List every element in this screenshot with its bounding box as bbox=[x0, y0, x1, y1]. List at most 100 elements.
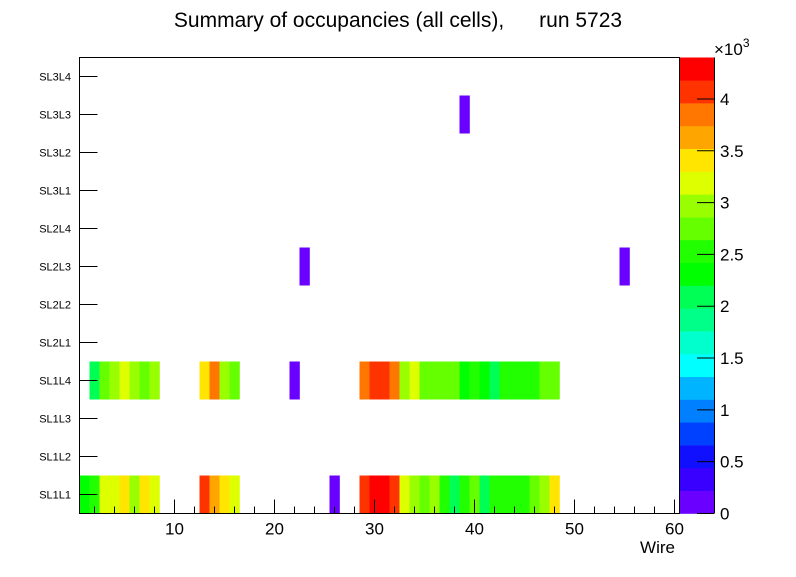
heatmap-cell bbox=[499, 361, 510, 400]
palette-band bbox=[680, 171, 714, 195]
x-tick-label: 40 bbox=[465, 520, 484, 539]
y-axis: SL1L1 SL1L2 SL1L3 SL1L4 SL2L1 SL2L2 SL2L3 SL2L4… bbox=[39, 72, 98, 502]
color-palette: 0 0.5 1 1.5 2 2.5 3 3.5 4 bbox=[680, 57, 744, 524]
heatmap-cell bbox=[519, 361, 530, 400]
heatmap-cell bbox=[409, 361, 420, 400]
x-axis: 10 20 30 40 50 60 bbox=[94, 499, 684, 539]
heatmap-cell bbox=[459, 95, 470, 134]
palette-band bbox=[680, 148, 714, 172]
heatmap-cell bbox=[109, 361, 120, 400]
palette-band bbox=[680, 308, 714, 332]
heatmap-cell bbox=[489, 475, 500, 514]
heatmap-cell bbox=[379, 361, 390, 400]
heatmap-cell bbox=[129, 475, 140, 514]
heatmap-cell bbox=[399, 361, 410, 400]
x-tick-label: 60 bbox=[665, 520, 684, 539]
heatmap-cell bbox=[459, 361, 470, 400]
y-tick-label: SL3L4 bbox=[39, 72, 71, 84]
palette-band bbox=[680, 217, 714, 241]
y-tick-label: SL1L4 bbox=[39, 376, 71, 388]
heatmap-cell bbox=[99, 475, 110, 514]
palette-band bbox=[680, 399, 714, 423]
palette-tick-label: 3 bbox=[720, 194, 729, 213]
palette-tick-label: 2.5 bbox=[720, 245, 744, 264]
palette-band bbox=[680, 467, 714, 491]
x-tick-label: 10 bbox=[165, 520, 184, 539]
heatmap-cell bbox=[389, 475, 400, 514]
palette-tick-label: 0 bbox=[720, 505, 729, 524]
palette-band bbox=[680, 262, 714, 286]
palette-band bbox=[680, 422, 714, 446]
heatmap-cell bbox=[509, 361, 520, 400]
heatmap-cell bbox=[549, 361, 560, 400]
heatmap-cell bbox=[219, 361, 230, 400]
plot-frame bbox=[79, 57, 680, 514]
y-tick-label: SL3L1 bbox=[39, 186, 71, 198]
heatmap-cell bbox=[379, 475, 390, 514]
heatmap-cell bbox=[469, 475, 480, 514]
palette-band bbox=[680, 353, 714, 377]
y-tick-label: SL1L2 bbox=[39, 452, 71, 464]
heatmap-cell bbox=[359, 361, 370, 400]
y-tick-label: SL2L1 bbox=[39, 338, 71, 350]
chart-title: Summary of occupancies (all cells), run … bbox=[174, 9, 622, 32]
heatmap-cell bbox=[409, 475, 420, 514]
y-tick-label: SL1L3 bbox=[39, 414, 71, 426]
heatmap-cell bbox=[359, 475, 370, 514]
heatmap-cell bbox=[539, 361, 550, 400]
heatmap-cell bbox=[99, 361, 110, 400]
heatmap-cell bbox=[209, 361, 220, 400]
palette-tick-label: 0.5 bbox=[720, 453, 744, 472]
heatmap-cell bbox=[419, 475, 430, 514]
heatmap-cell bbox=[229, 361, 240, 400]
heatmap-cell bbox=[459, 475, 470, 514]
palette-tick-label: 4 bbox=[720, 90, 729, 109]
z-multiplier: ×103 bbox=[714, 36, 750, 59]
heatmap-cell bbox=[209, 475, 220, 514]
heatmap-cell bbox=[289, 361, 300, 400]
heatmap-cell bbox=[369, 475, 380, 514]
heatmap-cell bbox=[479, 475, 490, 514]
heatmap-cell bbox=[439, 361, 450, 400]
palette-tick-label: 1 bbox=[720, 401, 729, 420]
heatmap-cell bbox=[449, 475, 460, 514]
x-tick-label: 50 bbox=[565, 520, 584, 539]
heatmap-cell bbox=[619, 247, 630, 286]
heatmap-cell bbox=[329, 475, 340, 514]
y-tick-label: SL1L1 bbox=[39, 490, 71, 502]
heatmap-cell bbox=[149, 475, 160, 514]
heatmap-cell bbox=[549, 475, 560, 514]
palette-band bbox=[680, 80, 714, 104]
heatmap-cell bbox=[469, 361, 480, 400]
heatmap-cell bbox=[369, 361, 380, 400]
heatmap-cell bbox=[389, 361, 400, 400]
palette-tick-label: 1.5 bbox=[720, 349, 744, 368]
heatmap-cell bbox=[109, 475, 120, 514]
heatmap-cell bbox=[499, 475, 510, 514]
x-tick-label: 20 bbox=[265, 520, 284, 539]
palette-tick-label: 3.5 bbox=[720, 142, 744, 161]
heatmap-cell bbox=[119, 475, 130, 514]
heatmap-cell bbox=[489, 361, 500, 400]
heatmap-cell bbox=[529, 475, 540, 514]
heatmap-cell bbox=[399, 475, 410, 514]
palette-band bbox=[680, 103, 714, 127]
heatmap-cell bbox=[429, 475, 440, 514]
heatmap-cell bbox=[199, 361, 210, 400]
heatmap-cell bbox=[299, 247, 310, 286]
palette-band bbox=[680, 490, 714, 514]
heatmap-cell bbox=[419, 361, 430, 400]
y-tick-label: SL2L3 bbox=[39, 262, 71, 274]
x-axis-title: Wire bbox=[640, 538, 675, 557]
palette-band bbox=[680, 57, 714, 81]
palette-band bbox=[680, 331, 714, 355]
heatmap-cell bbox=[529, 361, 540, 400]
y-tick-label: SL3L2 bbox=[39, 148, 71, 160]
heatmap-cell bbox=[139, 475, 150, 514]
heatmap-cell bbox=[479, 361, 490, 400]
palette-tick-label: 2 bbox=[720, 297, 729, 316]
heatmap-cell bbox=[519, 475, 530, 514]
heatmap-cell bbox=[139, 361, 150, 400]
palette-band bbox=[680, 125, 714, 149]
heatmap-cell bbox=[229, 475, 240, 514]
